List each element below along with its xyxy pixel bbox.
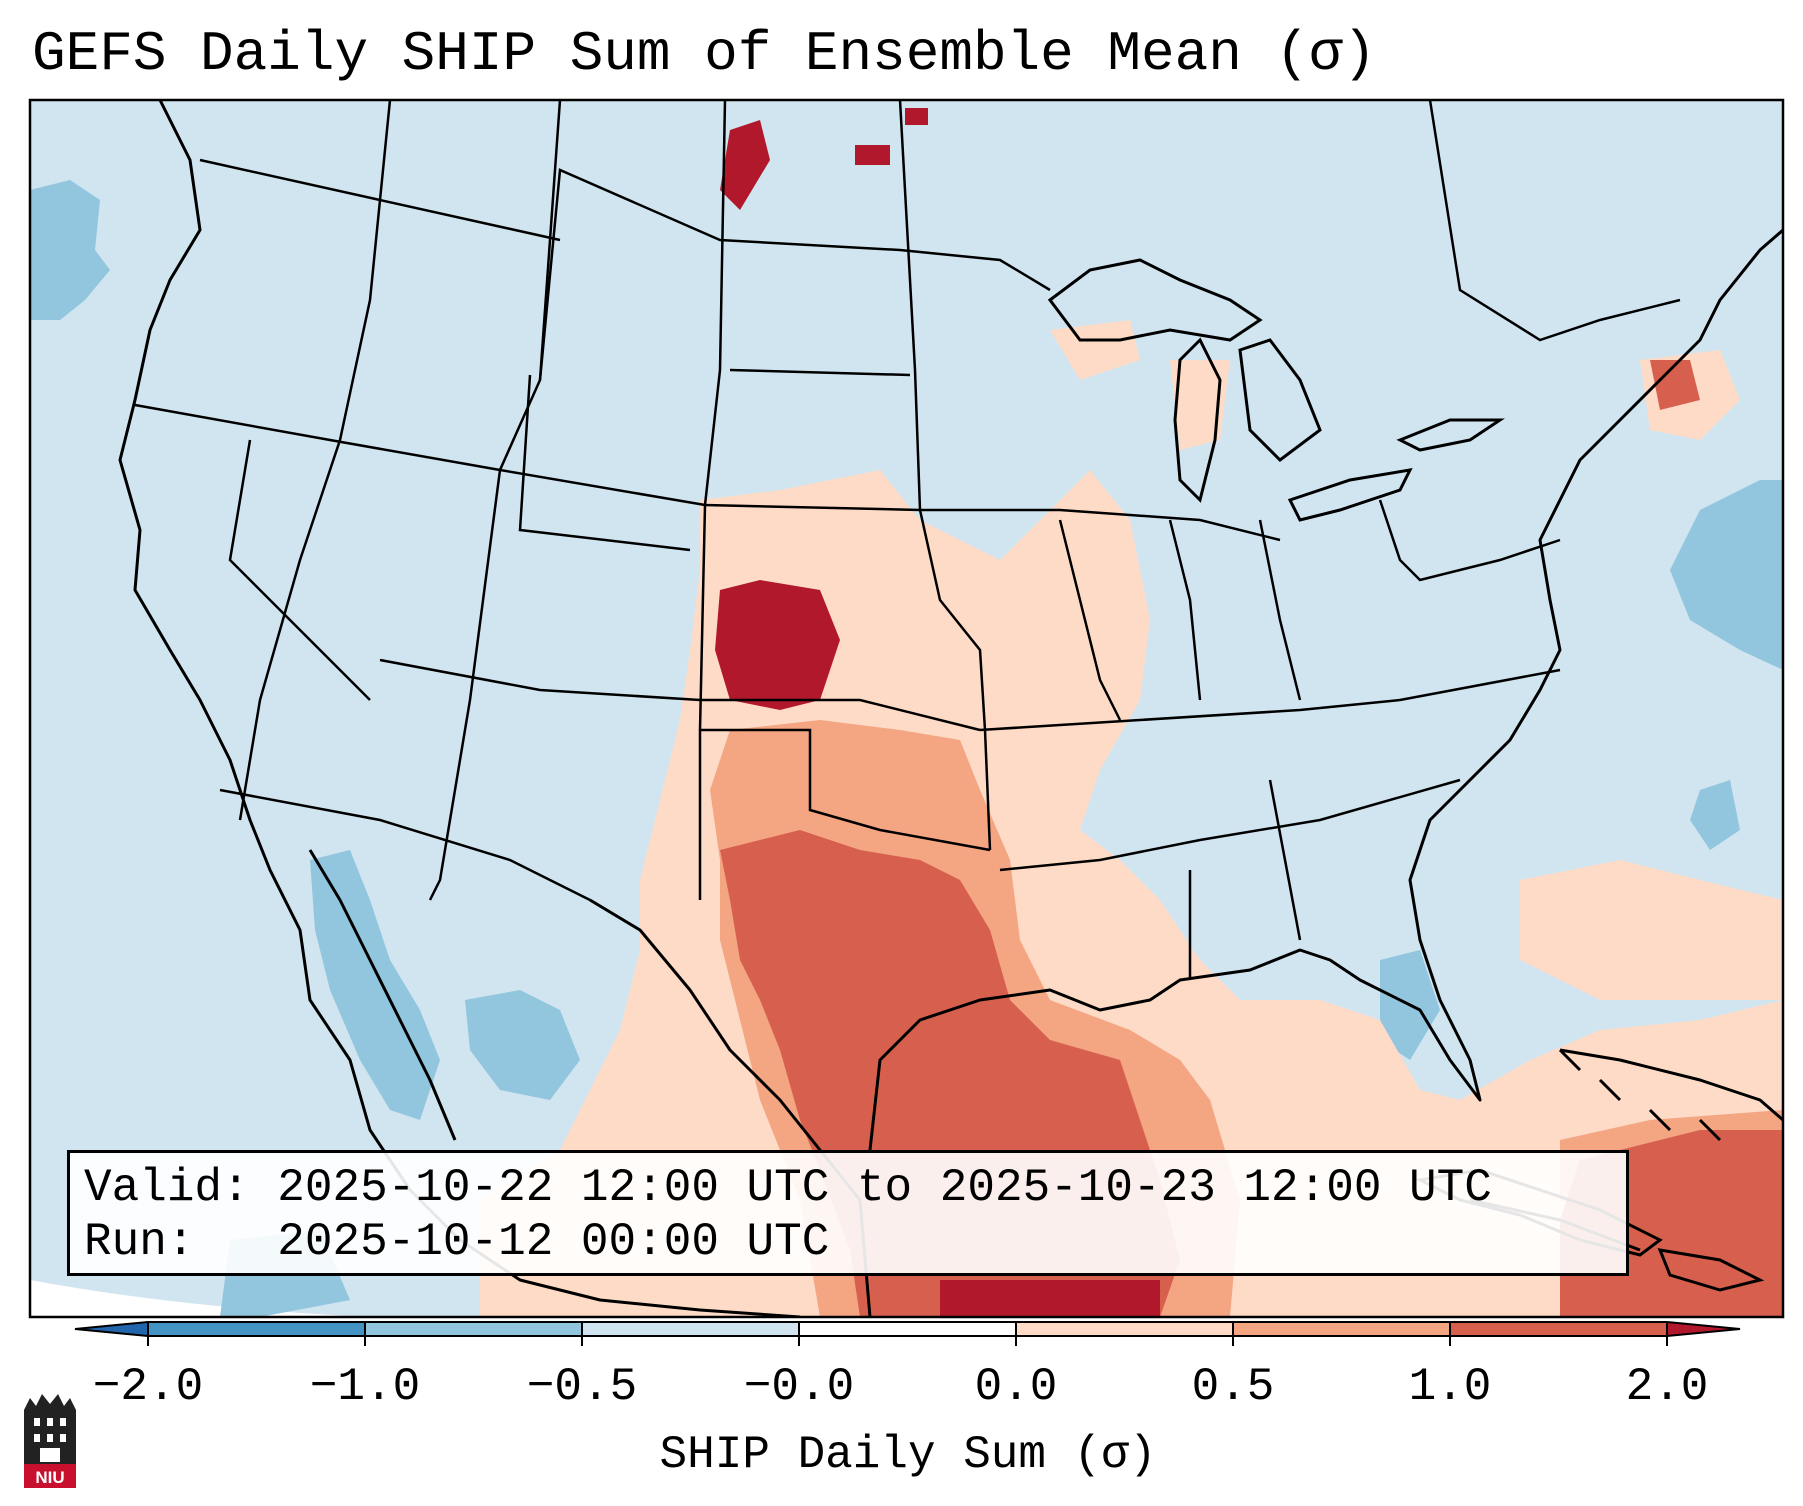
anomaly-lake-superior-light [1050,320,1140,380]
colorbar-bin-1-2 [1450,1322,1667,1336]
niu-logo: NIU [24,1394,76,1488]
anomaly-canada-max-3 [905,108,928,125]
colorbar-extend-min [75,1322,148,1336]
colorbar-tick-label: 0.0 [974,1361,1058,1413]
anomaly-kansas-max [715,580,840,710]
anomaly-atlantic-ne [1670,480,1783,670]
colorbar [74,1321,1741,1346]
colorbar-tick-label: −1.0 [309,1361,421,1413]
anomaly-gulf-max [940,1280,1160,1317]
colorbar-bin-m1-m05 [365,1322,582,1336]
map-border [28,98,1785,1319]
state-borders [134,100,1681,980]
colorbar-tick-label: 1.0 [1408,1361,1492,1413]
colorbar-ticks [147,1322,1668,1346]
colorbar-extend-max [1667,1322,1740,1336]
colorbar-tick-label: 2.0 [1625,1361,1709,1413]
colorbar-tick-label: −0.5 [526,1361,638,1413]
valid-label: Valid: [84,1162,250,1214]
anomaly-atlantic-small [1690,780,1740,850]
anomaly-canada-max-2 [855,145,890,165]
logo-banner [24,1464,76,1488]
logo-tower-icon [24,1394,76,1464]
chart-title: GEFS Daily SHIP Sum of Ensemble Mean (σ) [32,22,1377,86]
logo-text: NIU [35,1468,64,1487]
great-lakes [1047,258,1505,522]
anomaly-canada-max-1 [720,120,770,210]
anomaly-baja [310,850,440,1120]
colorbar-bin-m05-m0 [582,1322,799,1336]
colorbar-tick-label: 0.5 [1191,1361,1275,1413]
off-projection-area [30,1280,370,1317]
colorbar-label: SHIP Daily Sum (σ) [659,1429,1157,1481]
validity-info-box: Valid: 2025-10-22 12:00 UTC to 2025-10-2… [67,1150,1629,1276]
colorbar-bin-05-1 [1233,1322,1450,1336]
colorbar-tick-label: −2.0 [92,1361,204,1413]
run-label: Run: [84,1216,195,1268]
anomaly-pacific-nw [30,180,110,320]
run-time: 2025-10-12 00:00 UTC [277,1216,830,1268]
colorbar-tick-label: −0.0 [743,1361,855,1413]
colorbar-bin-m2-m1 [148,1322,365,1336]
anomaly-new-england-strong [1650,360,1700,410]
anomaly-atlantic-light [1520,860,1783,1000]
anomaly-mexico-west [465,990,580,1100]
colorbar-bin-zero [799,1322,1016,1336]
logo-windows-icon [34,1418,66,1462]
valid-range: 2025-10-22 12:00 UTC to 2025-10-23 12:00… [277,1162,1492,1214]
map-area [30,100,1783,1317]
colorbar-bin-0-05 [1016,1322,1233,1336]
